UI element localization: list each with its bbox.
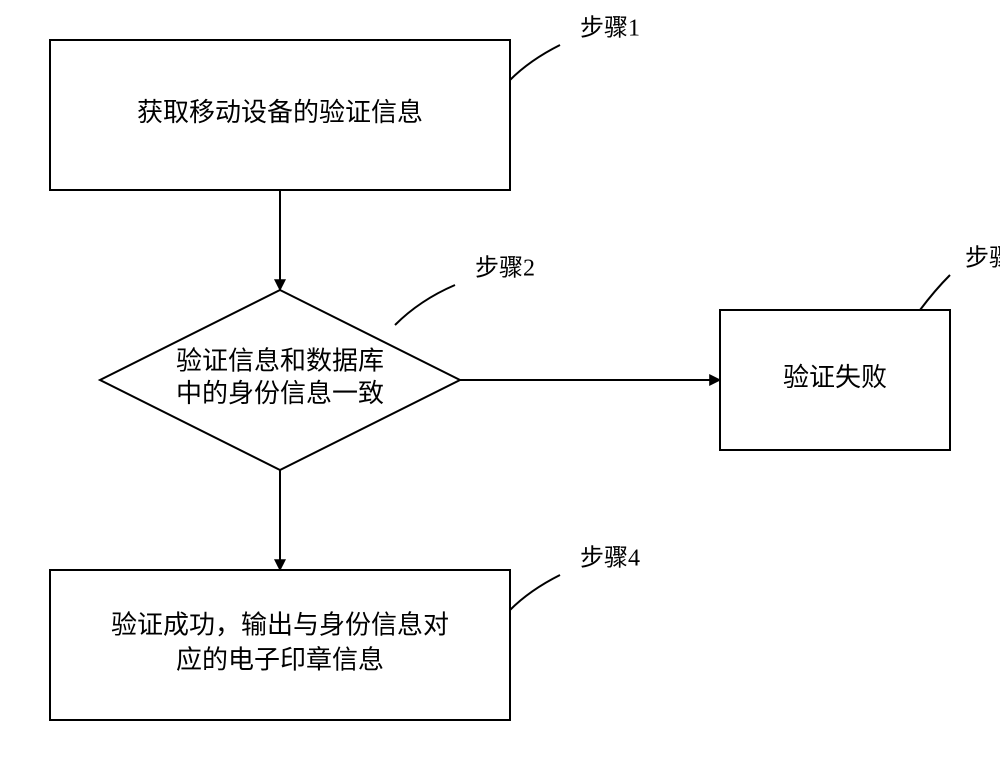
callout-label-1: 步骤1 (580, 15, 640, 42)
callout-label-3: 步骤3 (965, 245, 1000, 272)
step3-text: 验证失败 (783, 363, 887, 392)
callout-label-2: 步骤2 (475, 255, 535, 282)
step4-text: 验证成功，输出与身份信息对 (111, 610, 449, 639)
step2-text: 中的身份信息一致 (176, 379, 384, 408)
step1-text: 获取移动设备的验证信息 (137, 98, 423, 127)
flowchart-canvas: 获取移动设备的验证信息验证信息和数据库中的身份信息一致 验证失败验证成功，输出与身… (0, 0, 1000, 758)
step2-text: 验证信息和数据库 (176, 347, 384, 376)
step4-text: 应的电子印章信息 (176, 646, 384, 675)
callout-label-4: 步骤4 (580, 545, 640, 572)
